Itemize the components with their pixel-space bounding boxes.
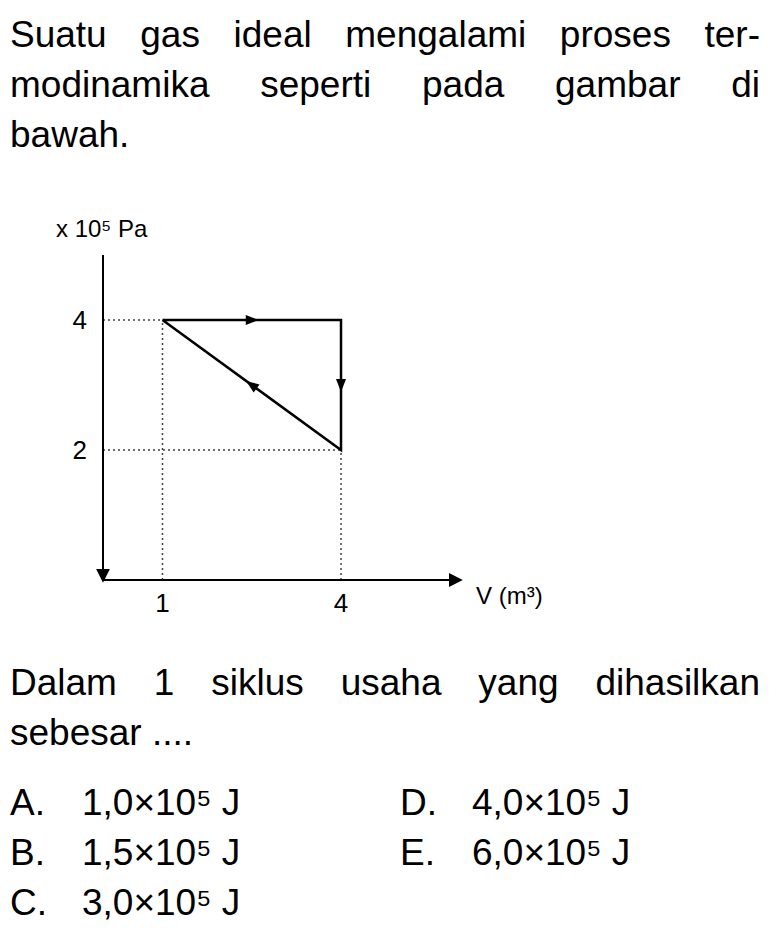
html-text:D.: D. — [400, 782, 437, 823]
html-text:x 10⁵ Pa: x 10⁵ Pa — [56, 215, 148, 242]
html-text:1,0×10⁵ J: 1,0×10⁵ J — [82, 782, 241, 823]
html-text:Dalam 1 siklus usaha yang diha: Dalam 1 siklus usaha yang dihasilkan — [10, 662, 760, 703]
svg-text:1: 1 — [155, 588, 169, 618]
html-text:modinamika seperti pada gambar: modinamika seperti pada gambar di — [10, 64, 760, 105]
html-text:E.: E. — [400, 832, 435, 873]
svg-text:4: 4 — [73, 305, 87, 335]
html-text:1,5×10⁵ J: 1,5×10⁵ J — [82, 832, 241, 873]
html-text:6,0×10⁵ J: 6,0×10⁵ J — [472, 832, 631, 873]
html-text:C.: C. — [10, 882, 47, 923]
html-text:sebesar ....: sebesar .... — [10, 712, 193, 753]
html-text:3,0×10⁵ J: 3,0×10⁵ J — [82, 882, 241, 923]
svg-text:4: 4 — [334, 588, 348, 618]
html-text:V (m³): V (m³) — [476, 582, 543, 609]
html-text:bawah.: bawah. — [10, 114, 130, 155]
svg-text:2: 2 — [73, 435, 87, 465]
html-text:4,0×10⁵ J: 4,0×10⁵ J — [472, 782, 631, 823]
html-text:B.: B. — [10, 832, 45, 873]
html-text:A.: A. — [10, 782, 45, 823]
html-text:Suatu gas ideal mengalami pros: Suatu gas ideal mengalami proses ter- — [10, 14, 760, 55]
